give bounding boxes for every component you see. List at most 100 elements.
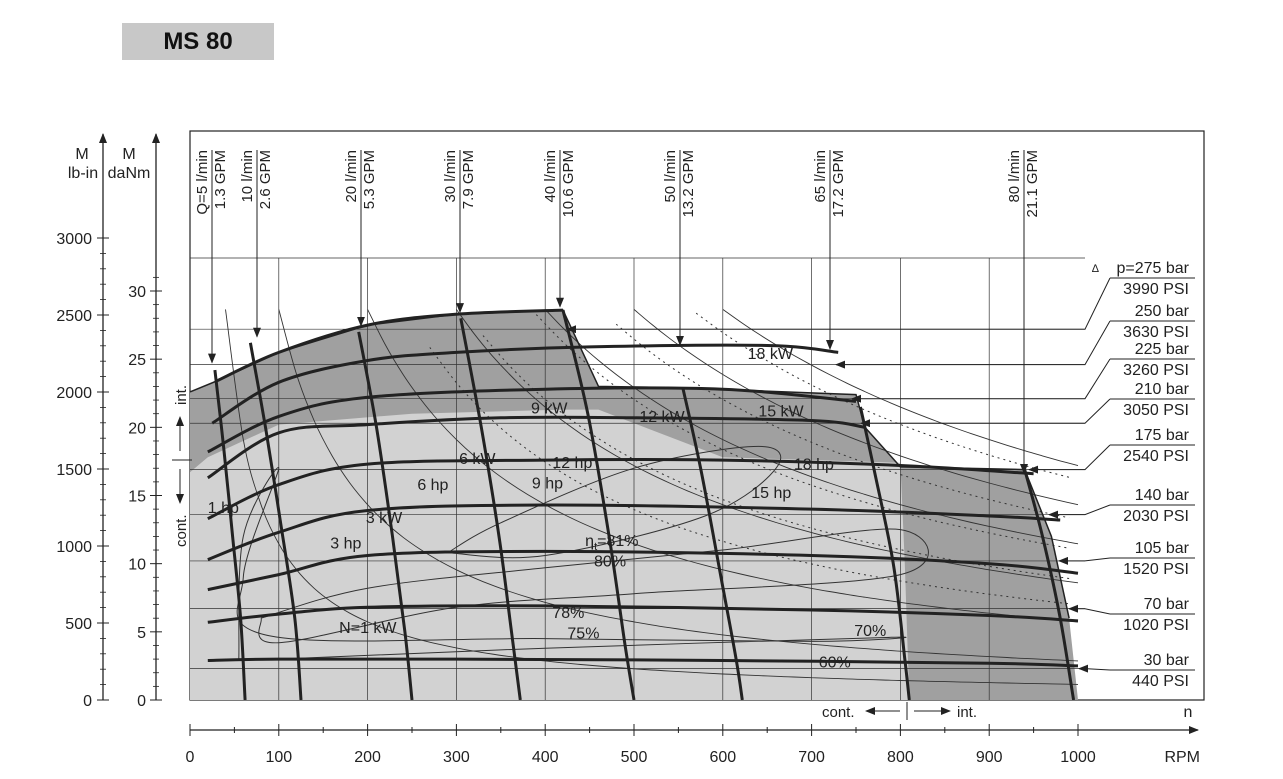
- pressure-psi-label-1: 3630 PSI: [1123, 324, 1189, 341]
- hp-label-1: 3 hp: [330, 536, 361, 553]
- speed-curve-6: [858, 406, 911, 701]
- x-tick-label-800: 800: [887, 749, 914, 766]
- power-curve-1: [278, 309, 1079, 662]
- x-tick-label-900: 900: [976, 749, 1003, 766]
- flow-label-gpm-2: 5.3 GPM: [361, 150, 378, 209]
- pressure-bar-label-8: 30 bar: [1144, 652, 1190, 669]
- power-label-0: N=1 kW: [339, 620, 397, 637]
- torque-curve-70bar: [207, 604, 1079, 624]
- efficiency-label-3: 75%: [567, 626, 599, 643]
- flow-label-gpm-6: 17.2 GPM: [830, 150, 847, 218]
- power-label-6: 18 kW: [748, 346, 794, 363]
- flow-label-lmin-1: 10 l/min: [239, 150, 256, 203]
- y-danm-tick-label-0: 0: [137, 693, 146, 710]
- flow-label-gpm-7: 21.1 GPM: [1024, 150, 1041, 218]
- speed-curve-1: [248, 342, 303, 701]
- speed-curve-5: [681, 387, 744, 701]
- pressure-arrow-6: [1058, 556, 1111, 565]
- pressure-arrow-7: [1068, 604, 1111, 615]
- y-lbin-tick-label-3000: 3000: [56, 231, 92, 248]
- power-label-5: 15 kW: [758, 403, 804, 420]
- flow-label-gpm-3: 7.9 GPM: [460, 150, 477, 209]
- pressure-bar-label-5: 140 bar: [1135, 487, 1190, 504]
- flow-label-lmin-4: 40 l/min: [542, 150, 559, 203]
- pressure-bar-label-4: 175 bar: [1135, 427, 1190, 444]
- pressure-arrow-3: [860, 398, 1111, 428]
- pressure-arrow-5: [1048, 504, 1111, 519]
- chart-title: MS 80: [122, 23, 274, 60]
- pressure-arrow-8: [1078, 664, 1111, 673]
- pressure-psi-label-8: 440 PSI: [1132, 673, 1189, 690]
- y-danm-tick-label-15: 15: [128, 489, 146, 506]
- pressure-arrow-2: [851, 358, 1111, 403]
- speed-curve-7: [1023, 469, 1076, 701]
- flow-label-lmin-7: 80 l/min: [1006, 150, 1023, 203]
- y-lbin-tick-label-0: 0: [83, 693, 92, 710]
- power-curve-6: [722, 309, 1079, 467]
- pressure-bar-label-6: 105 bar: [1135, 540, 1190, 557]
- pressure-arrow-1: [835, 320, 1111, 369]
- y-danm-tick-label-25: 25: [128, 352, 146, 369]
- speed-curve-3: [459, 318, 522, 701]
- y-lbin-axis-unit: lb-in: [68, 165, 98, 182]
- y-danm-tick-label-10: 10: [128, 557, 146, 574]
- pressure-bar-label-2: 225 bar: [1135, 341, 1190, 358]
- hp-label-5: 15 hp: [751, 485, 791, 502]
- y-danm-tick-label-30: 30: [128, 284, 146, 301]
- y-lbin-tick-label-1000: 1000: [56, 539, 92, 556]
- pressure-psi-label-7: 1020 PSI: [1123, 617, 1189, 634]
- efficiency-curve-3: [615, 323, 1070, 519]
- pressure-psi-label-4: 2540 PSI: [1123, 448, 1189, 465]
- y-lbin-tick-label-500: 500: [65, 616, 92, 633]
- power-curve-5: [633, 309, 1079, 506]
- hp-label-0: 1 hp: [208, 500, 239, 517]
- flow-label-gpm-4: 10.6 GPM: [560, 150, 577, 218]
- hp-label-3: 9 hp: [532, 476, 563, 493]
- hp-label-6: 18 hp: [794, 457, 834, 474]
- x-tick-label-1000: 1000: [1060, 749, 1096, 766]
- flow-label-lmin-6: 65 l/min: [812, 150, 829, 203]
- flow-label-lmin-3: 30 l/min: [442, 150, 459, 203]
- y-lbin-tick-label-2000: 2000: [56, 385, 92, 402]
- flow-label-lmin-2: 20 l/min: [343, 150, 360, 203]
- y-lbin-tick-label-1500: 1500: [56, 462, 92, 479]
- x-tick-label-600: 600: [709, 749, 736, 766]
- y-int-label: int.: [173, 385, 190, 405]
- y-danm-axis-label: M: [122, 146, 135, 163]
- x-tick-label-300: 300: [443, 749, 470, 766]
- efficiency-label-4: 70%: [854, 623, 886, 640]
- pressure-bar-label-1: 250 bar: [1135, 303, 1190, 320]
- flow-label-lmin-5: 50 l/min: [662, 150, 679, 203]
- y-lbin-tick-label-2500: 2500: [56, 308, 92, 325]
- speed-curve-0: [213, 369, 247, 701]
- x-tick-label-200: 200: [354, 749, 381, 766]
- flow-label-gpm-0: 1.3 GPM: [212, 150, 229, 209]
- efficiency-curve-4: [695, 312, 1070, 478]
- x-int-label: int.: [957, 704, 977, 721]
- power-curve-3: [456, 309, 1079, 584]
- speed-curve-2: [357, 331, 414, 701]
- torque-curve-210bar: [206, 415, 866, 480]
- x-axis-unit: RPM: [1164, 749, 1200, 766]
- efficiency-curve-2: [535, 314, 1070, 549]
- intermittent-boundary: [189, 309, 1070, 619]
- torque-curve-175bar: [207, 457, 1034, 521]
- pressure-bar-label-0: p=275 bar: [1116, 260, 1189, 277]
- torque-curve-105bar: [207, 549, 1079, 592]
- x-tick-label-100: 100: [265, 749, 292, 766]
- efficiency-loop-2: [236, 467, 907, 661]
- x-tick-label-700: 700: [798, 749, 825, 766]
- pressure-bar-label-7: 70 bar: [1144, 596, 1190, 613]
- power-label-2: 6 kW: [459, 451, 496, 468]
- y-danm-axis-unit: daNm: [108, 165, 151, 182]
- efficiency-label-1: 80%: [594, 553, 626, 570]
- power-label-4: 12 kW: [639, 409, 685, 426]
- flow-label-lmin-0: Q=5 l/min: [194, 150, 211, 215]
- x-tick-label-0: 0: [186, 749, 195, 766]
- flow-label-gpm-1: 2.6 GPM: [257, 150, 274, 209]
- pressure-psi-label-2: 3260 PSI: [1123, 362, 1189, 379]
- efficiency-label-0: ηt=81%: [585, 533, 638, 553]
- delta-symbol: ∆: [1092, 263, 1099, 275]
- y-danm-tick-label-5: 5: [137, 625, 146, 642]
